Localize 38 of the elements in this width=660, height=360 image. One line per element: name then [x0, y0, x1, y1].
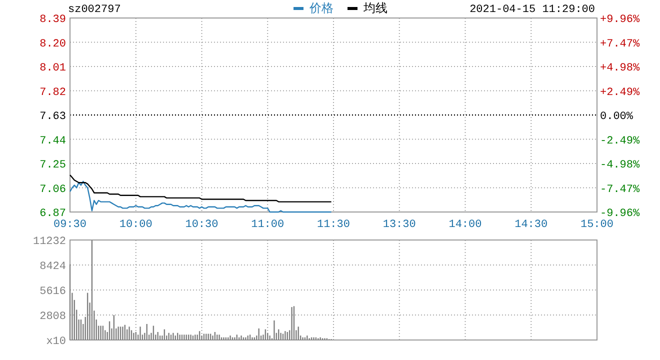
y-tick-label: 5616: [40, 286, 66, 298]
line-series: [69, 174, 332, 202]
y-tick-label: 7.63: [40, 111, 66, 123]
x-tick-label: 13:30: [382, 219, 416, 231]
y2-tick-label: +7.47%: [600, 38, 640, 50]
line-series: [69, 180, 332, 213]
x-tick-label: 11:00: [251, 219, 284, 231]
x-tick-label: 11:30: [316, 219, 350, 231]
chart-title: sz002797: [68, 4, 121, 16]
y-tick-label: 7.44: [40, 135, 66, 148]
x-tick-label: 09:30: [53, 219, 87, 231]
y-tick-label: 6.87: [40, 208, 66, 220]
legend-label: 价格: [308, 1, 334, 15]
y2-tick-label: +2.49%: [600, 86, 640, 99]
y-tick-label: 8.20: [40, 38, 66, 50]
y-tick-label: 7.25: [40, 160, 66, 172]
y-tick-label: 7.06: [40, 184, 66, 196]
y2-tick-label: +9.96%: [600, 14, 640, 26]
text: 2021-04-15 11:29:00: [470, 4, 595, 16]
y2-tick-label: 0.00%: [600, 111, 634, 123]
x-tick-label: 14:00: [448, 219, 482, 231]
y-tick-label: 8.01: [40, 62, 66, 74]
y-tick-label: 8424: [40, 261, 66, 273]
x-tick-label: 10:00: [119, 219, 152, 231]
y-tick-label: 11232: [32, 236, 66, 248]
legend-label: 均线: [362, 1, 388, 15]
y2-tick-label: -2.49%: [600, 135, 640, 148]
y-tick-label: 7.82: [40, 86, 66, 99]
y2-tick-label: -9.96%: [600, 208, 640, 220]
x-tick-label: 14:30: [514, 219, 548, 231]
x-tick-label: 15:00: [580, 219, 614, 231]
x-tick-label: 10:30: [185, 219, 218, 231]
y-tick-label: 2808: [40, 311, 66, 323]
y2-tick-label: -7.47%: [600, 184, 640, 196]
y-tick-label: 8.39: [40, 14, 66, 26]
y-tick-label: x10: [46, 336, 66, 348]
y2-tick-label: -4.98%: [600, 160, 640, 172]
y2-tick-label: +4.98%: [600, 62, 640, 74]
